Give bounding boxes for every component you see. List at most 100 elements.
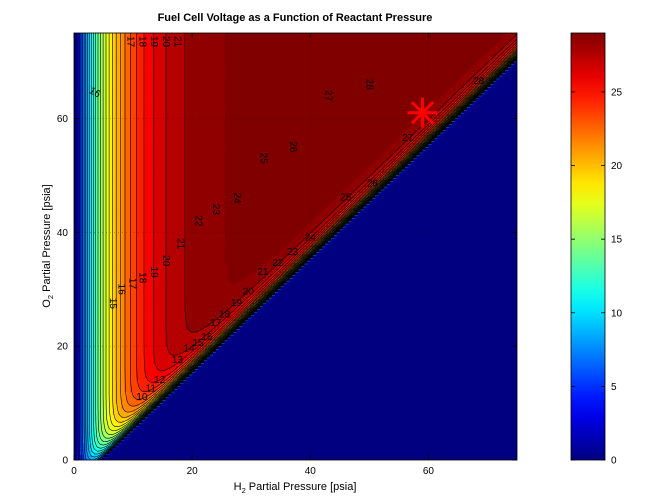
- contour-cell: [138, 317, 143, 322]
- contour-cell: [221, 269, 226, 273]
- contour-cell: [115, 277, 119, 282]
- contour-cell: [88, 388, 93, 393]
- contour-cell: [103, 385, 108, 390]
- contour-cell: [74, 351, 78, 356]
- contour-cell: [76, 374, 81, 379]
- contour-cell: [254, 274, 258, 279]
- contour-cell: [144, 297, 149, 302]
- contour-cell: [74, 380, 78, 384]
- contour-cell: [115, 400, 119, 404]
- contour-cell: [109, 311, 113, 316]
- contour-cell: [127, 380, 131, 384]
- contour-cell: [150, 289, 155, 293]
- contour-cell: [177, 274, 181, 279]
- contour-cell: [103, 357, 108, 361]
- contour-cell: [127, 420, 131, 424]
- contour-cell: [100, 269, 105, 273]
- contour-cell: [168, 334, 173, 339]
- contour-cell: [106, 320, 111, 324]
- contour-cell: [130, 280, 134, 285]
- contour-cell: [74, 360, 78, 364]
- contour-cell: [162, 314, 167, 319]
- contour-cell: [100, 294, 105, 299]
- contour-cell: [106, 440, 111, 444]
- contour-cell: [109, 363, 113, 367]
- contour-cell: [162, 289, 167, 293]
- contour-cell: [82, 311, 87, 316]
- contour-cell: [136, 385, 140, 390]
- contour-cell: [109, 397, 113, 401]
- contour-cell: [130, 371, 134, 376]
- contour-cell: [203, 300, 208, 305]
- contour-cell: [162, 326, 167, 330]
- contour-cell: [236, 314, 240, 319]
- contour-cell: [103, 425, 108, 430]
- contour-cell: [76, 320, 81, 324]
- contour-cell: [124, 280, 128, 285]
- contour-cell: [130, 334, 134, 339]
- contour-cell: [260, 277, 264, 282]
- contour-cell: [168, 289, 173, 293]
- contour-cell: [106, 277, 111, 282]
- contour-cell: [186, 272, 190, 276]
- contour-cell: [189, 311, 193, 316]
- contour-cell: [203, 289, 208, 293]
- contour-cell: [82, 357, 87, 361]
- contour-cell: [118, 374, 122, 379]
- contour-cell: [124, 303, 128, 307]
- contour-cell: [174, 297, 178, 302]
- contour-cell: [206, 297, 211, 302]
- contour-cell: [100, 428, 105, 433]
- contour-cell: [100, 380, 105, 384]
- contour-cell: [192, 297, 196, 302]
- contour-cell: [171, 337, 176, 342]
- contour-cell: [221, 280, 226, 285]
- contour-cell: [74, 354, 78, 359]
- contour-cell: [79, 274, 84, 279]
- contour-cell: [88, 334, 93, 339]
- contour-cell: [76, 411, 81, 416]
- contour-cell: [138, 371, 143, 376]
- contour-cell: [127, 340, 131, 344]
- contour-cell: [186, 360, 190, 364]
- contour-cell: [141, 397, 146, 401]
- contour-cell: [286, 280, 291, 285]
- contour-cell: [100, 445, 105, 450]
- contour-cell: [174, 360, 178, 364]
- contour-cell: [115, 303, 119, 307]
- contour-cell: [109, 272, 113, 276]
- contour-cell: [121, 431, 125, 435]
- contour-cell: [133, 300, 137, 305]
- contour-cell: [94, 408, 99, 413]
- contour-cell: [150, 383, 155, 387]
- contour-cell: [112, 391, 116, 396]
- contour-cell: [106, 388, 111, 393]
- contour-cell: [97, 306, 102, 310]
- contour-cell: [174, 289, 178, 293]
- contour-cell: [162, 366, 167, 370]
- contour-cell: [180, 383, 184, 387]
- contour-cell: [74, 326, 78, 330]
- contour-cell: [195, 274, 199, 279]
- contour-cell: [97, 391, 102, 396]
- contour-cell: [233, 274, 238, 279]
- contour-cell: [100, 374, 105, 379]
- contour-cell: [156, 360, 161, 364]
- contour-cell: [115, 351, 119, 356]
- contour-cell: [141, 348, 146, 353]
- contour-cell: [133, 391, 137, 396]
- contour-cell: [112, 326, 116, 330]
- contour-cell: [209, 320, 214, 324]
- contour-cell: [233, 331, 238, 336]
- contour-cell: [112, 397, 116, 401]
- contour-cell: [242, 300, 246, 305]
- contour-cell: [177, 314, 181, 319]
- contour-cell: [97, 420, 102, 424]
- contour-cell: [200, 329, 205, 333]
- contour-cell: [206, 317, 211, 322]
- contour-cell: [88, 360, 93, 364]
- contour-cell: [268, 272, 273, 276]
- contour-cell: [97, 323, 102, 327]
- contour-cell: [186, 326, 190, 330]
- contour-cell: [156, 354, 161, 359]
